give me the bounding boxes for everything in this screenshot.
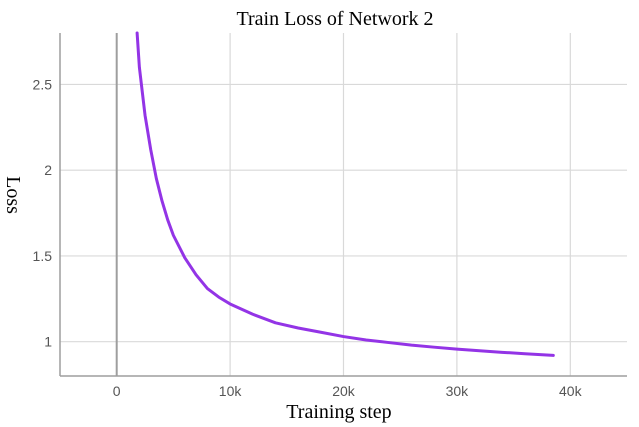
tick-labels: 0 10k 20k 30k 40k 1 1.5 2 2.5 [33, 76, 583, 399]
x-tick-label: 10k [219, 383, 243, 399]
grid [60, 33, 627, 376]
y-tick-label: 2 [44, 162, 52, 178]
y-tick-label: 1 [44, 334, 52, 350]
axes [59, 33, 627, 377]
x-tick-label: 30k [446, 383, 470, 399]
x-tick-label: 20k [332, 383, 356, 399]
x-axis-label: Training step [286, 401, 391, 423]
x-tick-label: 0 [113, 383, 121, 399]
series-layer [135, 31, 555, 357]
y-tick-label: 2.5 [33, 76, 53, 92]
y-tick-label: 1.5 [33, 248, 53, 264]
chart-title: Train Loss of Network 2 [236, 8, 433, 30]
y-axis-label: Loss [2, 176, 24, 214]
loss-series-line [135, 31, 555, 357]
x-tick-label: 40k [559, 383, 583, 399]
